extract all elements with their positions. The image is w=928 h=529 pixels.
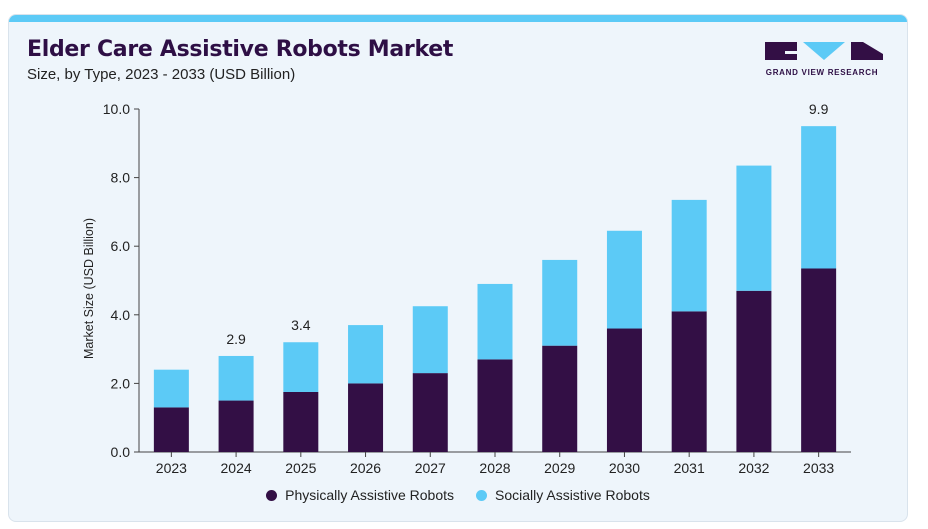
x-tick-label-2028: 2028: [479, 460, 510, 476]
bar-physical-2031: [671, 311, 707, 452]
x-tick-label-2026: 2026: [350, 460, 381, 476]
bar-physical-2023: [153, 407, 189, 452]
stacked-bar-chart: 0.0 2.0 4.0 6.0 8.0 10.0 Market Size (USD Bill…: [82, 101, 851, 476]
x-tick-label-2023: 2023: [156, 460, 187, 476]
x-tick-label-2024: 2024: [221, 460, 252, 476]
y-axis-title: Market Size (USD Billion): [82, 218, 96, 359]
bar-physical-2032: [736, 290, 772, 452]
x-tick-label-2027: 2027: [415, 460, 446, 476]
y-tick-label: 2.0: [111, 375, 131, 391]
y-tick-label: 10.0: [103, 101, 130, 117]
bar-social-2027: [412, 306, 448, 374]
y-tick-label: 8.0: [111, 170, 131, 186]
bar-physical-2027: [412, 373, 448, 452]
bar-physical-2030: [606, 328, 642, 452]
chart-subtitle: Size, by Type, 2023 - 2033 (USD Billion): [27, 66, 296, 83]
bar-social-2031: [671, 199, 707, 312]
grand-view-research-logo: [765, 42, 883, 60]
bar-physical-2028: [477, 359, 513, 452]
bar-social-2024: [218, 355, 254, 401]
chart-title: Elder Care Assistive Robots Market: [27, 37, 454, 62]
legend: Physically Assistive Robots Socially Assi…: [9, 487, 907, 503]
logo-text: GRAND VIEW RESEARCH: [765, 68, 879, 77]
bar-social-2032: [736, 165, 772, 291]
y-tick-label: 6.0: [111, 238, 131, 254]
x-tick-label-2031: 2031: [674, 460, 705, 476]
bar-social-2026: [348, 325, 384, 384]
y-tick-label: 0.0: [111, 444, 131, 460]
bar-social-2023: [153, 369, 189, 408]
bar-physical-2033: [801, 268, 837, 452]
bar-social-2028: [477, 283, 513, 360]
legend-label: Socially Assistive Robots: [495, 487, 650, 503]
data-label-2024: 2.9: [226, 331, 246, 347]
bar-physical-2029: [542, 345, 578, 452]
x-tick-label-2033: 2033: [803, 460, 834, 476]
chart-card: Elder Care Assistive Robots Market Size,…: [8, 14, 908, 522]
legend-label: Physically Assistive Robots: [285, 487, 454, 503]
x-tick-label-2030: 2030: [609, 460, 640, 476]
data-label-2033: 9.9: [809, 101, 829, 117]
accent-bar: [9, 15, 907, 22]
x-tick-label-2025: 2025: [285, 460, 316, 476]
bar-physical-2025: [283, 391, 319, 452]
legend-item-physical: Physically Assistive Robots: [266, 487, 454, 503]
bar-physical-2026: [348, 383, 384, 452]
bar-social-2033: [801, 126, 837, 269]
bar-social-2025: [283, 342, 319, 392]
bar-social-2029: [542, 259, 578, 346]
legend-dot-icon: [476, 489, 487, 501]
legend-dot-icon: [266, 489, 278, 501]
x-tick-label-2032: 2032: [738, 460, 769, 476]
bar-social-2030: [606, 230, 642, 329]
bar-physical-2024: [218, 400, 254, 452]
x-tick-label-2029: 2029: [544, 460, 575, 476]
data-label-2025: 3.4: [291, 317, 311, 333]
legend-item-social: Socially Assistive Robots: [476, 487, 650, 503]
y-tick-label: 4.0: [111, 307, 131, 323]
